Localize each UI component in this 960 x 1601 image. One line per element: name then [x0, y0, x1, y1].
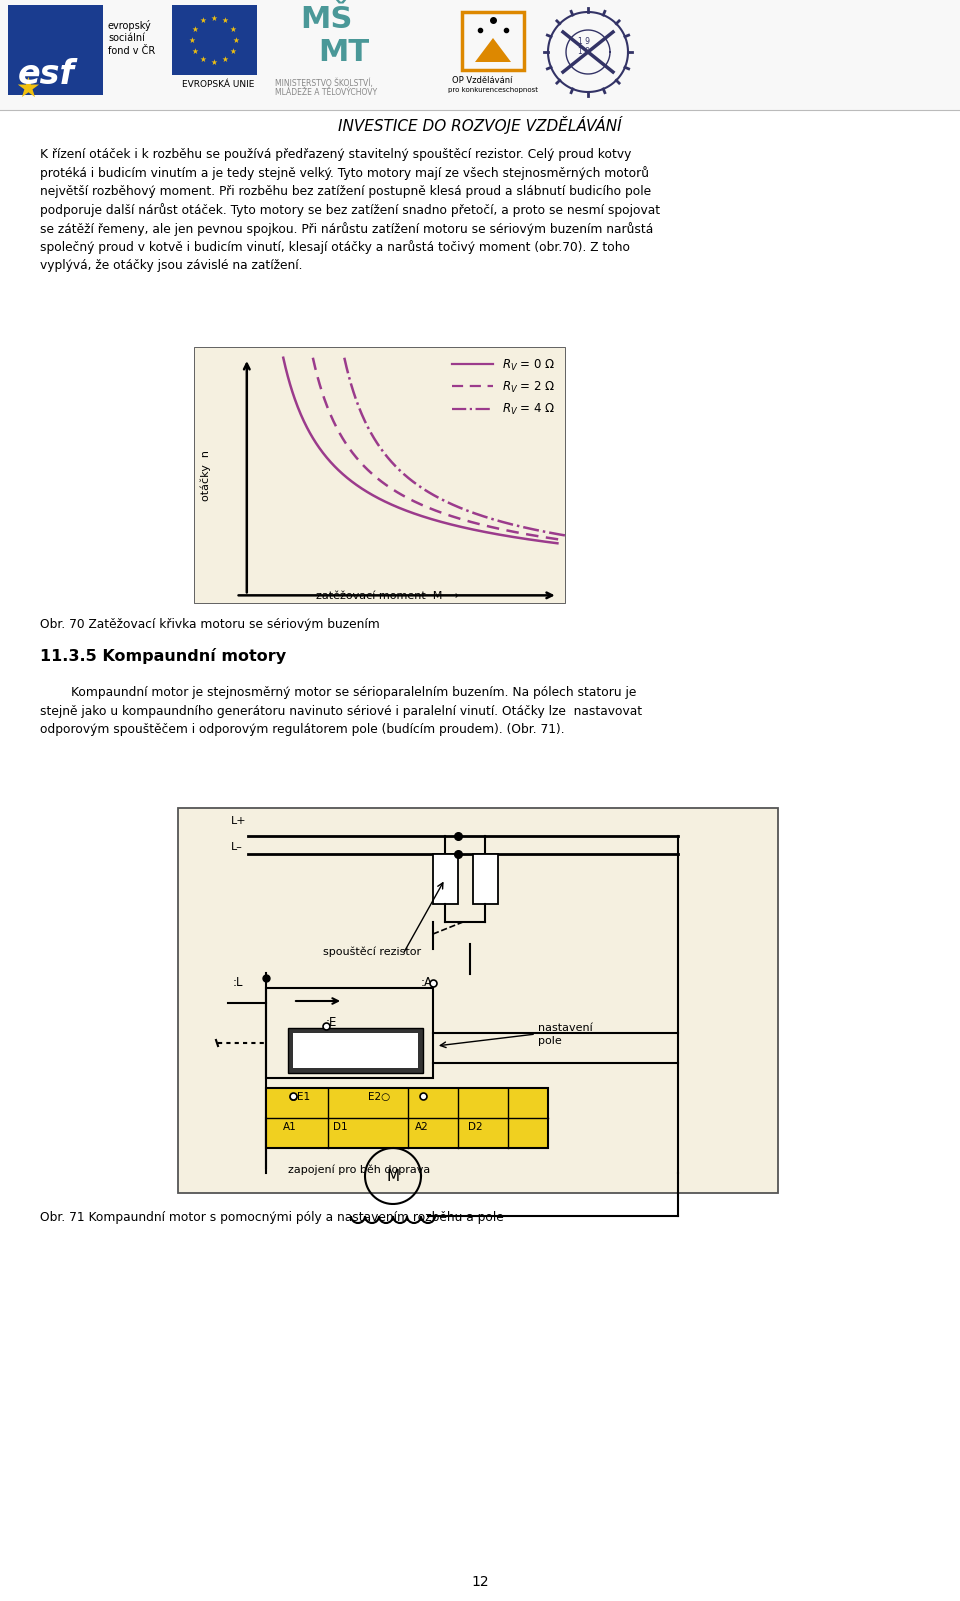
Text: Obr. 71 Kompaundní motor s pomocnými póly a nastavením rozběhu a pole: Obr. 71 Kompaundní motor s pomocnými pól… [40, 1210, 504, 1225]
Bar [266, 1089, 548, 1148]
Text: 1 9: 1 9 [578, 46, 590, 56]
Bar [293, 1033, 418, 1068]
Text: INVESTICE DO ROZVOJE VZDĚLÁVÁNÍ: INVESTICE DO ROZVOJE VZDĚLÁVÁNÍ [338, 115, 622, 134]
Text: nastavení: nastavení [538, 1023, 592, 1033]
Text: :E: :E [326, 1017, 337, 1029]
Text: ○E1: ○E1 [288, 1092, 310, 1101]
Text: největší rozběhový moment. Při rozběhu bez zatížení postupně klesá proud a slábn: největší rozběhový moment. Při rozběhu b… [40, 186, 651, 199]
Text: ★: ★ [222, 54, 228, 64]
Text: ★: ★ [232, 35, 239, 45]
Text: ★: ★ [200, 16, 206, 26]
Polygon shape [475, 38, 511, 62]
Text: podporuje další nárůst otáček. Tyto motory se bez zatížení snadno přetočí, a pro: podporuje další nárůst otáček. Tyto moto… [40, 203, 660, 218]
Text: OP Vzdělávání: OP Vzdělávání [452, 75, 513, 85]
Text: ★: ★ [210, 58, 217, 67]
Text: A1: A1 [283, 1122, 297, 1132]
Text: pro konkurenceschopnost: pro konkurenceschopnost [448, 86, 538, 93]
Bar [178, 809, 778, 1193]
Text: esf: esf [18, 58, 75, 91]
Bar [433, 853, 458, 905]
Text: EVROPSKÁ UNIE: EVROPSKÁ UNIE [182, 80, 254, 90]
Text: stejně jako u kompaundního generátoru navinuto sériové i paralelní vinutí. Otáčk: stejně jako u kompaundního generátoru na… [40, 704, 642, 717]
Text: D2: D2 [468, 1122, 483, 1132]
Legend: $R_V$ = 0 Ω, $R_V$ = 2 Ω, $R_V$ = 4 Ω: $R_V$ = 0 Ω, $R_V$ = 2 Ω, $R_V$ = 4 Ω [448, 354, 559, 421]
Text: ★: ★ [200, 54, 206, 64]
Text: :L: :L [233, 977, 244, 989]
Text: Kompaundní motor je stejnosměrný motor se sérioparalelním buzením. Na pólech sta: Kompaundní motor je stejnosměrný motor s… [40, 685, 636, 700]
Text: Obr. 70 Zatěžovací křivka motoru se sériovým buzením: Obr. 70 Zatěžovací křivka motoru se séri… [40, 618, 380, 631]
Text: 1 9: 1 9 [578, 37, 590, 46]
Text: D1: D1 [333, 1122, 348, 1132]
Bar [0, 0, 960, 110]
Text: MLÁDEŽE A TĚLOVÝCHOVY: MLÁDEŽE A TĚLOVÝCHOVY [275, 88, 377, 98]
Text: evropský: evropský [108, 19, 152, 30]
Text: ★: ★ [191, 24, 199, 34]
Text: fond v ČR: fond v ČR [108, 46, 156, 56]
Bar [288, 1028, 423, 1073]
Text: K řízení otáček i k rozběhu se používá předřazený stavitelný spouštěcí rezistor.: K řízení otáček i k rozběhu se používá p… [40, 147, 632, 162]
Bar [266, 988, 433, 1077]
Text: 11.3.5 Kompaundní motory: 11.3.5 Kompaundní motory [40, 648, 286, 664]
Bar [462, 11, 524, 70]
Text: ★: ★ [188, 35, 196, 45]
Bar [195, 347, 565, 604]
Text: ★: ★ [229, 46, 236, 56]
Text: společný proud v kotvě i budicím vinutí, klesají otáčky a narůstá točivý moment : společný proud v kotvě i budicím vinutí,… [40, 240, 630, 255]
Text: vyplývá, že otáčky jsou závislé na zatížení.: vyplývá, že otáčky jsou závislé na zatíž… [40, 259, 302, 272]
Text: MINISTERSTVO ŠKOLSTVÍ,: MINISTERSTVO ŠKOLSTVÍ, [275, 78, 372, 88]
Text: L–: L– [231, 842, 243, 852]
Text: 12: 12 [471, 1575, 489, 1590]
Text: ★: ★ [15, 75, 40, 102]
Text: L+: L+ [231, 817, 247, 826]
Bar [172, 5, 257, 75]
Text: odporovým spouštěčem i odporovým regulátorem pole (budícím proudem). (Obr. 71).: odporovým spouštěčem i odporovým regulát… [40, 724, 564, 736]
Bar [473, 853, 498, 905]
Text: spouštěcí rezistor: spouštěcí rezistor [323, 946, 421, 956]
Text: ★: ★ [210, 13, 217, 22]
Bar [8, 5, 103, 94]
Text: MT: MT [318, 38, 370, 67]
Text: protéká i budicím vinutím a je tedy stejně velký. Tyto motory mají ze všech stej: protéká i budicím vinutím a je tedy stej… [40, 167, 649, 181]
Text: se zátěží řemeny, ale jen pevnou spojkou. Při nárůstu zatížení motoru se sériový: se zátěží řemeny, ale jen pevnou spojkou… [40, 223, 653, 235]
Text: A2: A2 [415, 1122, 429, 1132]
Text: zatěžovací moment  M  →: zatěžovací moment M → [316, 591, 459, 602]
Text: M: M [387, 1169, 399, 1183]
Text: pole: pole [538, 1036, 562, 1045]
Text: otáčky  n: otáčky n [201, 450, 211, 501]
Text: ★: ★ [229, 24, 236, 34]
Text: ★: ★ [191, 46, 199, 56]
Text: E2○: E2○ [368, 1092, 390, 1101]
Text: :A: :A [421, 977, 433, 989]
Text: zapojení pro běh doprava: zapojení pro běh doprava [288, 1164, 430, 1175]
Text: MŠ: MŠ [300, 5, 352, 34]
Text: ★: ★ [222, 16, 228, 26]
Text: sociální: sociální [108, 34, 145, 43]
